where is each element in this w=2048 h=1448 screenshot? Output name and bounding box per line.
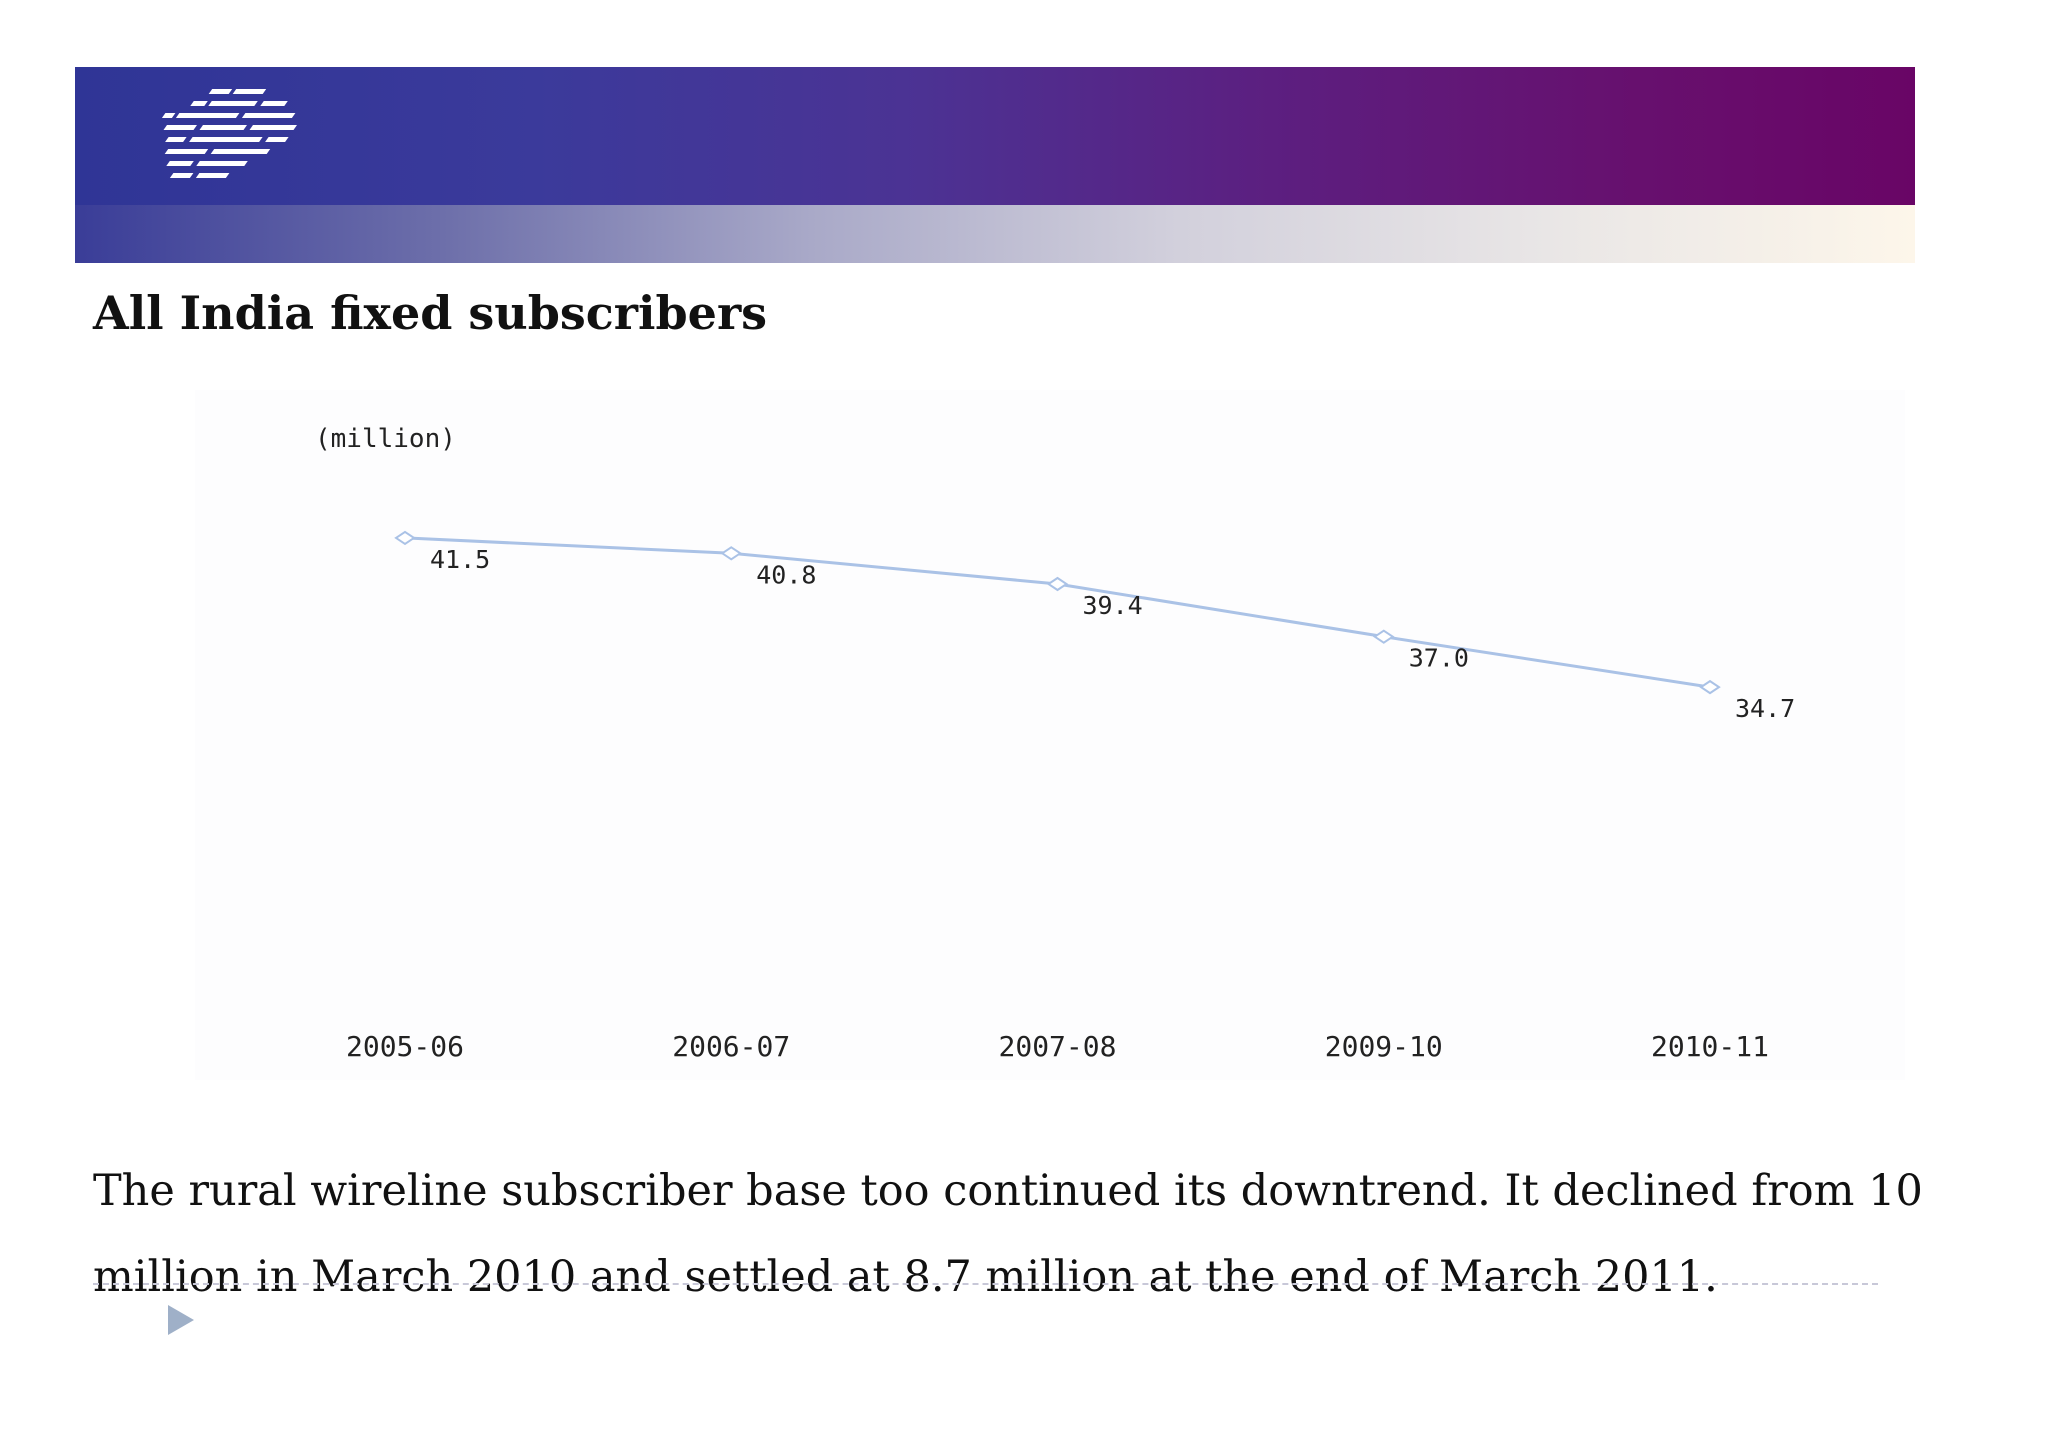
banner-top-band — [75, 67, 1915, 205]
dashed-divider — [93, 1283, 1878, 1285]
data-point-marker — [1699, 679, 1721, 695]
data-label: 41.5 — [430, 545, 490, 574]
x-tick-label: 2006-07 — [672, 1030, 790, 1063]
data-label: 34.7 — [1735, 694, 1795, 723]
bullet-arrow-icon — [168, 1305, 194, 1335]
data-label: 39.4 — [1083, 591, 1143, 620]
header-banner — [75, 67, 1915, 263]
body-paragraph: The rural wireline subscriber base too c… — [93, 1166, 1923, 1302]
slide-title: All India fixed subscribers — [93, 286, 768, 340]
line-chart: (million) 41.5 40.8 39.4 37.0 34.7 2005-06 2006… — [315, 424, 1795, 1063]
banner-bottom-band — [75, 205, 1915, 263]
y-axis-label: (million) — [315, 424, 456, 454]
data-label: 37.0 — [1409, 644, 1469, 673]
data-point-marker — [720, 546, 743, 561]
data-point-marker — [1372, 629, 1395, 644]
x-tick-label: 2010-11 — [1651, 1030, 1769, 1063]
x-tick-label: 2009-10 — [1325, 1030, 1443, 1063]
logo-icon — [161, 89, 297, 178]
x-tick-label: 2007-08 — [998, 1030, 1116, 1063]
data-point-marker — [1046, 576, 1069, 592]
series-line — [404, 536, 1711, 689]
chart-background — [195, 390, 1905, 1080]
data-point-marker — [394, 530, 416, 546]
x-tick-label: 2005-06 — [346, 1030, 464, 1063]
data-label: 40.8 — [756, 560, 816, 589]
